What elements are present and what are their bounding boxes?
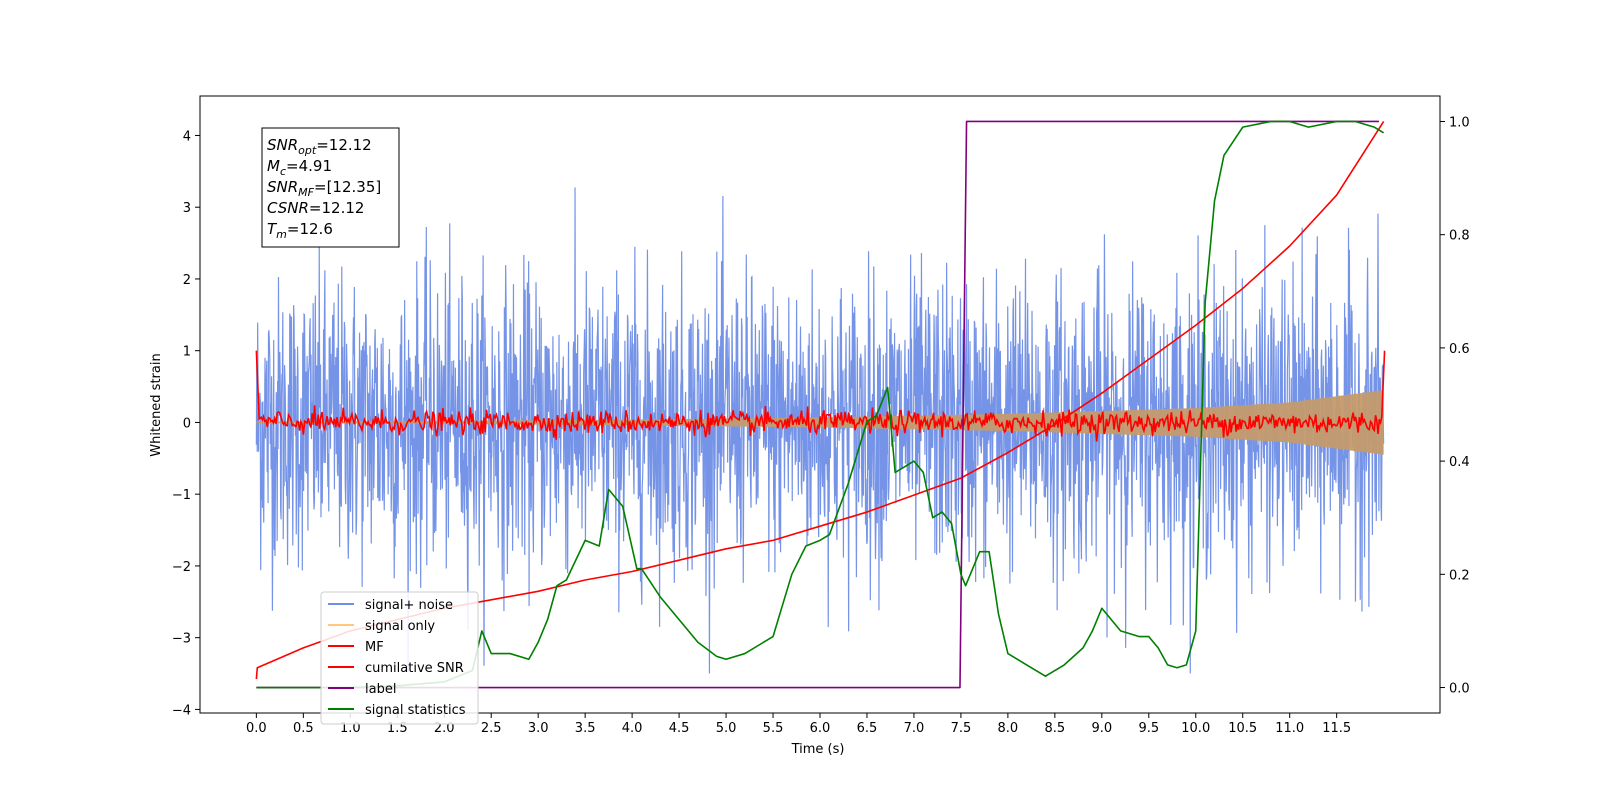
x-tick-label: 7.0 — [904, 721, 925, 736]
y2-tick-label: 0.0 — [1449, 682, 1470, 697]
info-box-frame — [261, 127, 400, 248]
y2-tick-label: 1.0 — [1449, 115, 1470, 130]
x-tick-label: 5.0 — [716, 721, 737, 736]
x-tick-label: 4.0 — [622, 721, 643, 736]
x-tick-label: 11.0 — [1275, 721, 1304, 736]
x-tick-label: 7.5 — [951, 721, 972, 736]
legend-entry: signal statistics — [365, 703, 466, 718]
x-tick-label: 8.0 — [998, 721, 1019, 736]
y2-tick-label: 0.6 — [1449, 342, 1470, 357]
y-tick-label: 0 — [183, 416, 191, 431]
y2-tick-label: 0.4 — [1449, 455, 1470, 470]
y-tick-label: −2 — [172, 560, 191, 575]
y-tick-label: −1 — [172, 488, 191, 503]
x-tick-label: 3.5 — [575, 721, 596, 736]
legend-entry: label — [365, 682, 396, 697]
info-line: SNRMF=[12.35] — [267, 178, 381, 199]
y-tick-label: 3 — [183, 201, 191, 216]
series-label — [256, 120, 1379, 689]
x-tick-label: 0.5 — [293, 721, 314, 736]
info-line: Tm=12.6 — [267, 220, 333, 241]
x-tick-label: 10.5 — [1228, 721, 1257, 736]
x-tick-label: 6.5 — [857, 721, 878, 736]
series-mf — [255, 350, 1386, 442]
x-tick-label: 2.0 — [434, 721, 455, 736]
info-line: Mc=4.91 — [267, 157, 332, 178]
x-tick-label: 1.0 — [340, 721, 361, 736]
info-box: SNRopt=12.12Mc=4.91SNRMF=[12.35]CSNR=12.… — [261, 127, 400, 248]
series-signal-noise — [255, 187, 1385, 674]
legend-entry: MF — [365, 640, 384, 655]
y-tick-label: 1 — [183, 345, 191, 360]
y-tick-label: 4 — [183, 129, 191, 144]
x-axis-label: Time (s) — [791, 742, 845, 757]
y-axis-label: Whitened strain — [149, 353, 164, 456]
x-tick-label: 4.5 — [669, 721, 690, 736]
y2-tick-label: 0.2 — [1449, 568, 1470, 583]
legend-entry: cumilative SNR — [365, 661, 464, 676]
x-tick-label: 11.5 — [1322, 721, 1351, 736]
x-tick-label: 8.5 — [1045, 721, 1066, 736]
x-tick-label: 3.0 — [528, 721, 549, 736]
x-tick-label: 9.0 — [1091, 721, 1112, 736]
x-tick-label: 10.0 — [1181, 721, 1210, 736]
legend-entry: signal only — [365, 619, 435, 634]
y-tick-label: −4 — [172, 703, 191, 718]
x-tick-label: 5.5 — [763, 721, 784, 736]
x-tick-label: 1.5 — [387, 721, 408, 736]
y-tick-label: 2 — [183, 273, 191, 288]
legend-entry: signal+ noise — [365, 598, 453, 613]
x-tick-label: 2.5 — [481, 721, 502, 736]
legend-frame — [320, 591, 479, 725]
x-tick-label: 6.0 — [810, 721, 831, 736]
y-tick-label: −3 — [172, 632, 191, 647]
legend: signal+ noise signal only MF cumilative SNR… — [320, 591, 479, 725]
info-line: CSNR=12.12 — [267, 199, 364, 217]
x-tick-label: 9.5 — [1138, 721, 1159, 736]
series-signal-statistics — [256, 120, 1385, 689]
info-line: SNRopt=12.12 — [267, 136, 372, 157]
x-tick-label: 0.0 — [246, 721, 267, 736]
y2-tick-label: 0.8 — [1449, 229, 1470, 244]
